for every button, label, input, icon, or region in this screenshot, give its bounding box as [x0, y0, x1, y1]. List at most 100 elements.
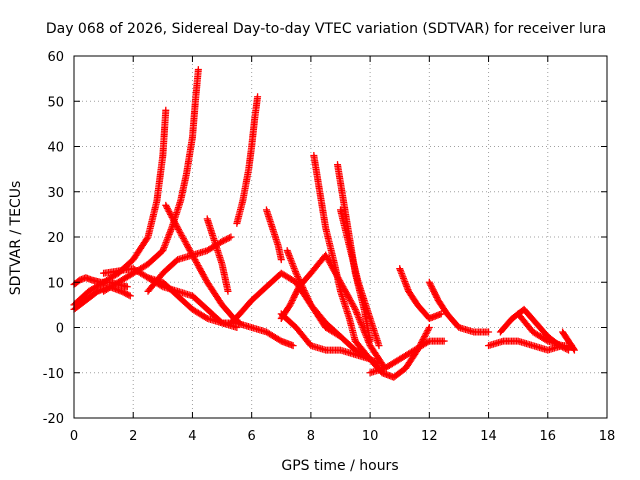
data-point-marker [431, 289, 439, 297]
data-point-marker [301, 288, 309, 296]
x-tick-label: 12 [421, 429, 438, 444]
data-point-marker [288, 298, 296, 306]
data-point-marker [287, 299, 295, 307]
x-tick-label: 14 [480, 429, 497, 444]
data-point-marker [375, 342, 383, 350]
data-point-marker [425, 325, 433, 333]
data-point-marker [165, 207, 173, 215]
data-point-marker [202, 275, 210, 283]
data-point-marker [227, 233, 235, 241]
y-tick-label: 10 [47, 276, 64, 291]
data-point-marker [183, 241, 191, 249]
data-point-marker [277, 256, 285, 264]
data-point-marker [427, 281, 435, 289]
y-tick-label: 30 [47, 186, 64, 201]
data-point-marker [424, 327, 432, 335]
data-point-marker [294, 286, 302, 294]
data-point-marker [201, 274, 209, 282]
x-tick-label: 4 [188, 429, 196, 444]
data-point-marker [186, 247, 194, 255]
data-point-marker [563, 345, 571, 353]
data-point-marker [170, 218, 178, 226]
data-point-marker [176, 228, 184, 236]
data-point-marker [181, 238, 189, 246]
data-point-marker [425, 278, 433, 286]
data-point-marker [430, 287, 438, 295]
x-tick-label: 2 [129, 429, 137, 444]
data-point-marker [300, 287, 308, 295]
data-point-marker [570, 345, 578, 353]
data-point-marker [356, 317, 364, 325]
data-point-marker [236, 319, 244, 327]
data-point-marker [299, 283, 307, 291]
data-point-marker [421, 331, 429, 339]
data-point-marker [289, 342, 297, 350]
data-point-marker [200, 272, 208, 280]
x-axis-label: GPS time / hours [281, 458, 398, 474]
data-point-marker [167, 210, 175, 218]
x-tick-label: 18 [599, 429, 616, 444]
data-point-marker [225, 234, 233, 242]
data-point-marker [337, 333, 344, 341]
data-point-marker [194, 262, 202, 270]
series-prn-z [559, 328, 578, 354]
data-point-marker [432, 292, 440, 300]
data-point-marker [428, 283, 436, 291]
data-point-marker [322, 251, 330, 259]
data-point-marker [346, 296, 354, 304]
data-point-marker [192, 257, 200, 265]
data-point-marker [286, 301, 294, 309]
data-point-marker [126, 292, 134, 300]
data-point-marker [166, 209, 174, 217]
x-tick-label: 8 [307, 429, 315, 444]
data-point-marker [184, 244, 192, 252]
y-tick-label: 50 [47, 95, 64, 110]
data-point-marker [350, 302, 358, 310]
data-point-marker [293, 287, 301, 295]
data-point-marker [179, 233, 187, 241]
series-prn-l [262, 206, 285, 264]
data-point-marker [294, 272, 302, 280]
data-point-marker [292, 289, 300, 297]
data-point-marker [306, 299, 314, 307]
data-point-marker [425, 324, 433, 331]
data-point-marker [198, 269, 206, 277]
data-point-marker [174, 225, 182, 233]
data-point-marker [431, 290, 439, 298]
data-point-marker [355, 315, 363, 323]
data-point-marker [292, 269, 300, 277]
x-tick-label: 6 [248, 429, 256, 444]
y-tick-label: -20 [43, 412, 64, 427]
data-point-marker [422, 330, 430, 338]
data-point-marker [162, 201, 170, 209]
data-point-marker [173, 222, 181, 230]
data-point-marker [169, 215, 177, 223]
data-point-marker [123, 283, 131, 291]
data-point-marker [199, 271, 207, 279]
series-prn-u [425, 278, 493, 336]
series-prn-i [203, 215, 232, 295]
data-point-marker [352, 307, 360, 315]
data-point-marker [175, 227, 183, 235]
data-point-marker [178, 231, 186, 239]
data-point-marker [168, 213, 176, 221]
data-point-marker [185, 245, 193, 253]
series-prn-d [100, 66, 202, 295]
data-point-marker [170, 216, 178, 224]
data-point-marker [288, 296, 296, 304]
data-point-marker [297, 279, 305, 287]
series-prn-v [366, 337, 448, 377]
data-point-marker [188, 250, 196, 258]
data-point-marker [365, 338, 373, 346]
data-point-marker [167, 212, 175, 220]
data-point-marker [429, 286, 437, 294]
y-tick-label: 0 [56, 322, 64, 337]
data-point-marker [193, 260, 201, 268]
data-point-marker [299, 285, 307, 293]
data-point-marker [305, 298, 313, 306]
data-point-marker [143, 234, 151, 242]
data-point-marker [350, 304, 358, 312]
data-point-marker [197, 266, 205, 274]
data-point-marker [296, 277, 304, 285]
